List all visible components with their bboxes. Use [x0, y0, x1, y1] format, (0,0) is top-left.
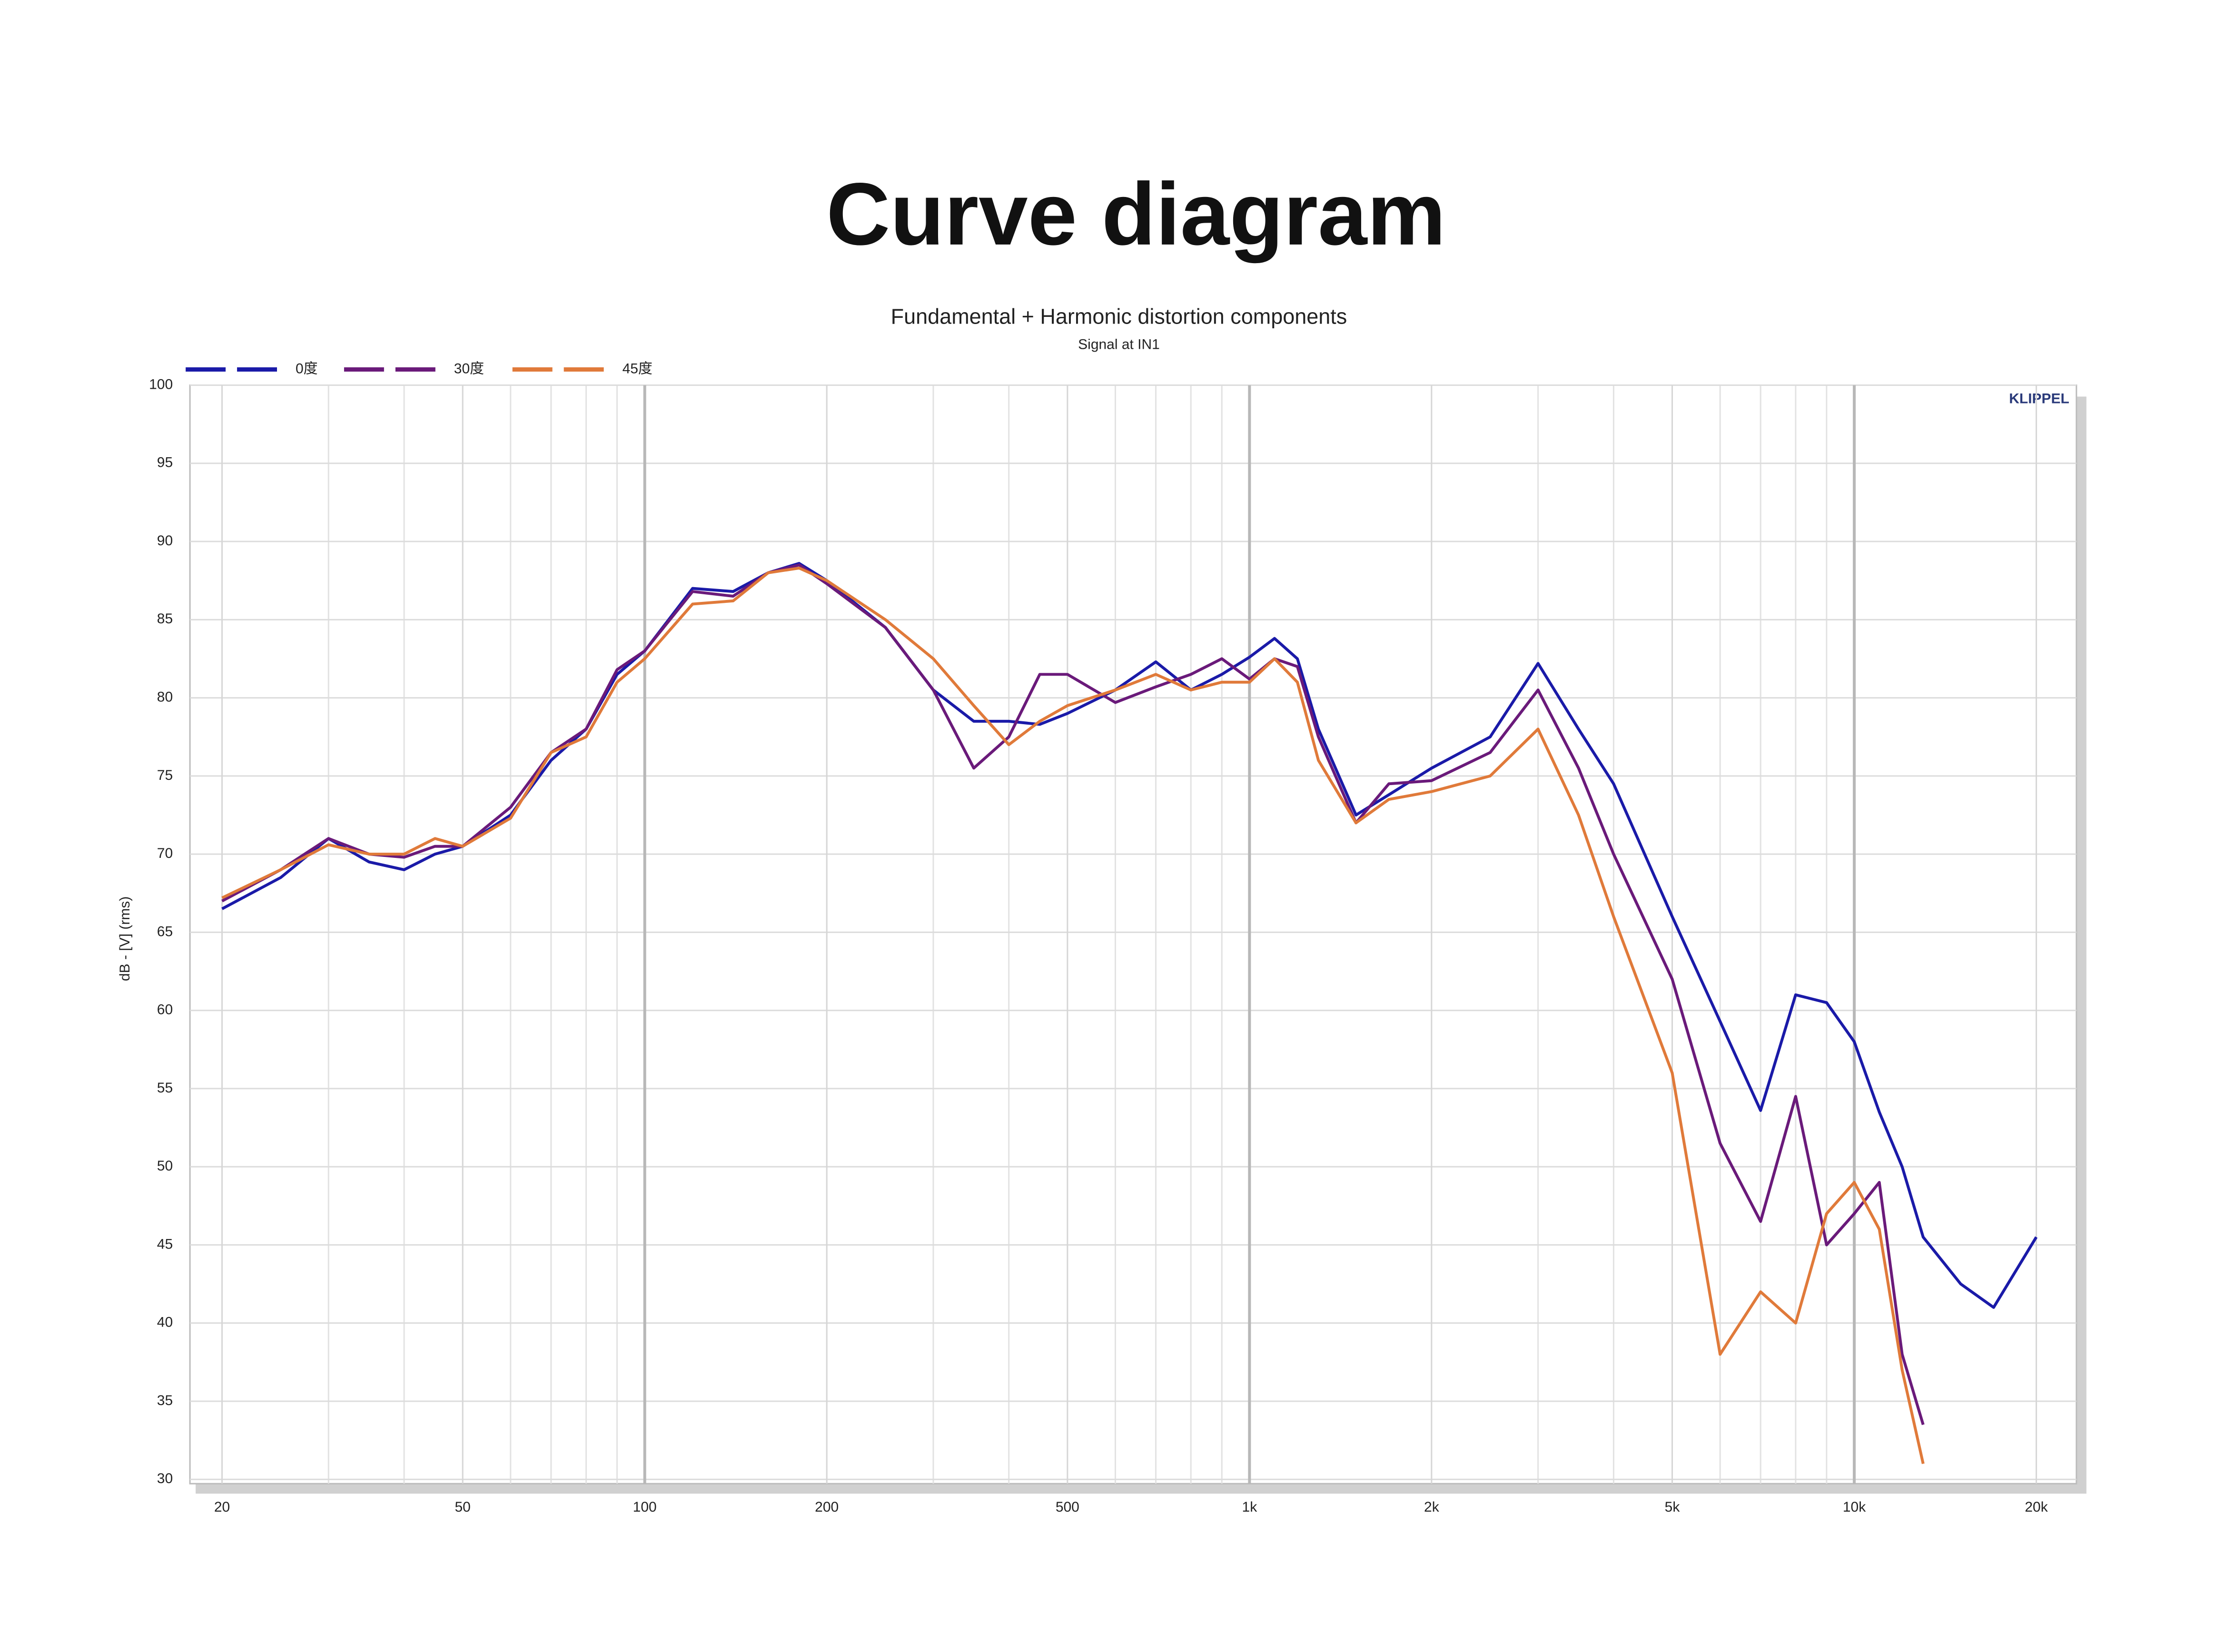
y-tick-label: 60: [157, 1002, 173, 1018]
plot-area: [189, 384, 2077, 1485]
y-tick-label: 100: [149, 376, 173, 392]
chart-title: Fundamental + Harmonic distortion compon…: [891, 304, 1347, 328]
y-tick-label: 75: [157, 767, 173, 783]
y-tick-label: 95: [157, 455, 173, 471]
x-tick-label: 5k: [1665, 1499, 1681, 1515]
y-tick-label: 30: [157, 1471, 173, 1486]
y-tick-label: 80: [157, 689, 173, 705]
x-tick-label: 20: [214, 1499, 230, 1515]
series-line: [221, 562, 2038, 1309]
chart-subtitle: Signal at IN1: [1078, 337, 1160, 353]
plot-lines: [221, 562, 2038, 1464]
x-tick-label: 20k: [2025, 1499, 2048, 1515]
x-tick-label: 100: [633, 1499, 657, 1515]
x-tick-label: 50: [455, 1499, 471, 1515]
y-tick-label: 35: [157, 1393, 173, 1408]
watermark: KLIPPEL: [2009, 391, 2069, 406]
y-tick-label: 90: [157, 533, 173, 549]
y-tick-label: 40: [157, 1315, 173, 1330]
y-tick-label: 50: [157, 1158, 173, 1174]
y-tick-label: 55: [157, 1080, 173, 1096]
y-tick-label: 70: [157, 846, 173, 861]
y-tick-label: 65: [157, 924, 173, 939]
y-axis-label: dB - [V] (rms): [117, 896, 133, 981]
x-tick-label: 2k: [1424, 1499, 1440, 1515]
y-tick-label: 45: [157, 1236, 173, 1252]
legend-label: 0度: [296, 361, 318, 376]
heading: Curve diagram: [826, 165, 1446, 264]
y-tick-label: 85: [157, 611, 173, 627]
x-tick-label: 1k: [1242, 1499, 1258, 1515]
legend-label: 45度: [623, 361, 653, 376]
x-tick-label: 500: [1056, 1499, 1079, 1515]
x-tick-label: 10k: [1843, 1499, 1866, 1515]
legend-label: 30度: [454, 361, 484, 376]
x-tick-label: 200: [815, 1499, 839, 1515]
